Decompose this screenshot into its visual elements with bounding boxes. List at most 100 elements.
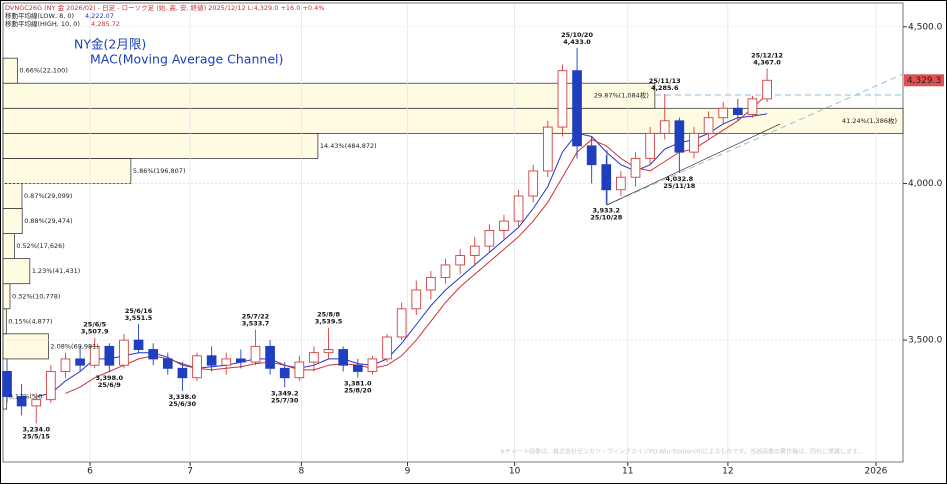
price-annotation: 4,032.8 bbox=[666, 175, 694, 183]
y-tick-label: 4,500.0 bbox=[908, 22, 943, 32]
candle-body bbox=[133, 339, 144, 350]
candle-body bbox=[352, 364, 363, 372]
candle-body bbox=[323, 349, 334, 354]
candle-body bbox=[265, 345, 275, 369]
price-annotation: 3,381.0 bbox=[344, 379, 372, 387]
candle-body bbox=[104, 345, 115, 366]
candle-body bbox=[528, 170, 539, 197]
volume-profile-label: 0.87%(29,099) bbox=[24, 192, 72, 200]
volume-profile-label: 0.32%(10,778) bbox=[12, 292, 60, 300]
x-tick-label: 6 bbox=[87, 467, 93, 477]
header: DVNGC26G (NY 金 2026/02) - 日足 - ローソク足 (始,… bbox=[5, 3, 324, 12]
price-annotation: 25/6/30 bbox=[169, 400, 197, 408]
candle-body bbox=[294, 361, 305, 379]
candle-body bbox=[89, 345, 100, 366]
volume-profile-label: 0.52%(17,626) bbox=[16, 242, 64, 250]
volume-profile-label: 1.23%(41,431) bbox=[32, 267, 80, 275]
legend-value: 4,285.72 bbox=[91, 20, 120, 28]
legend-label: 移動平均線(HIGH, 10, 0) bbox=[5, 19, 80, 28]
candle-body bbox=[557, 70, 568, 128]
volume-profile-bar bbox=[2, 132, 319, 159]
volume-profile-bar bbox=[2, 208, 23, 234]
x-tick-label: 9 bbox=[405, 467, 411, 477]
price-annotation: 4,367.0 bbox=[753, 58, 781, 66]
price-annotation: 25/7/30 bbox=[271, 396, 299, 404]
chart-subtitle: MAC(Moving Average Channel) bbox=[90, 52, 283, 67]
volume-profile-label: 29.87%(1,084枚) bbox=[594, 91, 649, 100]
candle-body bbox=[367, 358, 378, 372]
price-annotation: 25/7/22 bbox=[242, 313, 269, 321]
candle-body bbox=[513, 195, 524, 222]
price-annotation: 25/10/20 bbox=[561, 31, 593, 39]
volume-profile-bar bbox=[2, 183, 23, 209]
volume-profile-label: 5.86%(196,807) bbox=[133, 167, 186, 175]
volume-profile-label: 14.43%(484,872) bbox=[320, 142, 377, 150]
y-tick-label: 4,000.0 bbox=[908, 179, 943, 189]
x-tick-label: 8 bbox=[299, 467, 305, 477]
x-tick-label: 12 bbox=[722, 467, 733, 477]
channel-line bbox=[606, 123, 781, 206]
candle-body bbox=[250, 345, 261, 363]
price-annotation: 25/5/15 bbox=[23, 432, 51, 440]
candle-body bbox=[2, 371, 12, 397]
price-annotation: 3,933.2 bbox=[593, 206, 621, 214]
price-annotation: 25/6/5 bbox=[83, 321, 106, 329]
candle-body bbox=[338, 349, 349, 366]
price-annotation: 25/8/8 bbox=[317, 311, 340, 319]
candle-body bbox=[16, 396, 27, 407]
volume-profile-label: 2.08%(69,981) bbox=[50, 342, 98, 350]
candle-body bbox=[236, 358, 246, 363]
candle-body bbox=[484, 230, 495, 247]
x-tick-label: 7 bbox=[187, 467, 193, 477]
legend-value: 4,222.07 bbox=[85, 12, 114, 20]
candle-body bbox=[499, 220, 509, 231]
candle-body bbox=[732, 107, 743, 115]
chart-title: NY金(2月限) bbox=[74, 37, 146, 52]
legend-label: 移動平均線(LOW, 8, 0) bbox=[5, 11, 74, 20]
candle-body bbox=[396, 308, 407, 338]
candle-body bbox=[411, 289, 422, 310]
candle-body bbox=[469, 245, 480, 256]
volume-profile-label: 0.88%(29,474) bbox=[24, 217, 72, 225]
price-annotation: 25/8/20 bbox=[344, 386, 372, 394]
x-tick-label: 11 bbox=[622, 467, 633, 477]
candle-body bbox=[279, 367, 290, 379]
candle-body bbox=[60, 358, 71, 372]
candle-body bbox=[455, 255, 465, 266]
candle-body bbox=[645, 132, 655, 159]
price-annotation: 25/12/12 bbox=[751, 51, 783, 59]
y-tick-label: 3,500.0 bbox=[908, 336, 943, 346]
candle-body bbox=[177, 367, 188, 379]
volume-profile-bar bbox=[2, 82, 656, 109]
price-annotation: 3,398.0 bbox=[96, 374, 124, 382]
candle-body bbox=[762, 79, 772, 100]
price-annotation: 25/6/9 bbox=[98, 381, 121, 389]
last-price-label: 4,329.3 bbox=[907, 76, 941, 86]
candle-body bbox=[616, 176, 626, 191]
price-annotation: 3,533.7 bbox=[242, 320, 270, 328]
volume-profile-bar bbox=[2, 57, 18, 84]
candle-body bbox=[440, 264, 451, 278]
candle-body bbox=[586, 145, 597, 166]
candle-body bbox=[192, 355, 202, 379]
candle-body bbox=[46, 371, 56, 401]
candle-body bbox=[148, 349, 159, 360]
candle-body bbox=[703, 117, 714, 134]
candle-body bbox=[718, 107, 729, 119]
candle-body bbox=[630, 157, 641, 178]
candle-body bbox=[747, 98, 758, 115]
volume-profile-label: 0.66%(22,100) bbox=[19, 67, 67, 75]
candle-body bbox=[221, 358, 232, 366]
volume-profile-label: 0.17%(5,6 bbox=[9, 393, 43, 401]
volume-profile-bar bbox=[2, 308, 7, 335]
price-annotation: 3,539.5 bbox=[315, 318, 343, 326]
candle-body bbox=[162, 358, 173, 369]
price-annotation: 4,285.6 bbox=[651, 84, 679, 92]
plot-area bbox=[2, 2, 904, 463]
trend-line bbox=[606, 73, 904, 206]
copyright-note: ※チャート画像は、株式会社ゼンカツ・ヴィングエイジPD Win-Station(… bbox=[500, 448, 863, 456]
candle-body bbox=[309, 352, 319, 363]
volume-profile-bar bbox=[2, 283, 11, 310]
volume-profile-bar bbox=[2, 333, 49, 360]
price-annotation: 25/10/28 bbox=[590, 213, 622, 221]
